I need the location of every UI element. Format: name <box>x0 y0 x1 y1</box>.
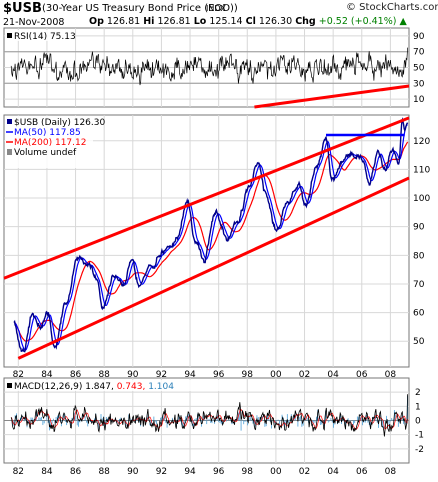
high-label: Hi <box>143 16 155 27</box>
rsi-tick-label: 30 <box>413 79 425 89</box>
close-value: 126.30 <box>258 16 293 27</box>
macd-tick-label: -1 <box>415 431 424 441</box>
x-tick-label: 82 <box>13 467 24 477</box>
x-tick-label: 82 <box>13 370 24 380</box>
macd-title: MACD(12,26,9) 1.847, 0.743, 1.104 <box>14 382 174 392</box>
macd-tick-label: 2 <box>415 388 421 398</box>
volume-legend: Volume undef <box>14 148 77 158</box>
price-tick-label: 90 <box>413 223 425 233</box>
x-tick-label: 86 <box>70 467 82 477</box>
ma200-line <box>13 141 409 342</box>
up-arrow-icon: ▲ <box>399 16 407 27</box>
macd-line <box>10 394 408 437</box>
chart-symbol: $USB <box>3 1 42 16</box>
quote-line: Op 126.81 Hi 126.81 Lo 125.14 Cl 126.30 … <box>89 16 407 27</box>
price-tick-label: 100 <box>413 194 430 204</box>
volume-legend-swatch <box>7 149 12 155</box>
low-value: 125.14 <box>209 16 243 27</box>
open-value: 126.81 <box>106 16 141 27</box>
x-tick-label: 90 <box>127 467 139 477</box>
price-title: $USB (Daily) 126.30 <box>14 118 105 128</box>
macd-value: MACD(12,26,9) 1.847, <box>14 382 117 392</box>
low-label: Lo <box>193 16 207 27</box>
x-tick-label: 08 <box>385 370 397 380</box>
chart-description: (30-Year US Treasury Bond Price (EOD)) <box>42 3 238 14</box>
price-legend-bg <box>5 116 93 168</box>
histogram-value: 1.104 <box>148 382 174 392</box>
x-tick-label: 92 <box>156 370 167 380</box>
rsi-swatch <box>7 33 12 38</box>
x-tick-label: 94 <box>184 370 196 380</box>
macd-tick-label: 0 <box>415 417 421 427</box>
x-tick-label: 96 <box>213 370 225 380</box>
price-tick-label: 50 <box>413 337 425 347</box>
x-tick-label: 98 <box>242 370 254 380</box>
x-tick-label: 02 <box>299 467 310 477</box>
macd-swatch <box>7 383 12 388</box>
ma200-legend: MA(200) 117.12 <box>14 138 86 148</box>
rsi-tick-label: 50 <box>413 64 425 74</box>
x-tick-label: 04 <box>327 467 339 477</box>
x-tick-label: 98 <box>242 467 254 477</box>
price-tick-label: 120 <box>413 137 430 147</box>
price-tick-label: 60 <box>413 309 425 319</box>
exchange-label: INDX <box>206 4 226 13</box>
x-tick-label: 84 <box>41 370 53 380</box>
x-tick-label: 08 <box>385 467 397 477</box>
lower-trendline <box>17 176 410 360</box>
x-tick-label: 96 <box>213 467 225 477</box>
rsi-tick-label: 70 <box>413 48 425 58</box>
x-tick-label: 92 <box>156 467 167 477</box>
signal-value: 0.743, <box>117 382 149 392</box>
x-tick-label: 88 <box>98 467 110 477</box>
x-tick-label: 04 <box>327 370 339 380</box>
rsi-tick-label: 10 <box>413 95 425 105</box>
macd-tick-label: 1 <box>415 402 421 412</box>
rsi-trendline <box>254 84 410 109</box>
rsi-title: RSI(14) 75.13 <box>14 32 76 42</box>
x-tick-label: 90 <box>127 370 139 380</box>
ma50-line <box>13 124 408 351</box>
x-tick-label: 06 <box>356 370 368 380</box>
rsi-line <box>10 47 408 86</box>
change-value: +0.52 (+0.41%) <box>318 16 397 27</box>
x-tick-label: 86 <box>70 370 82 380</box>
price-tick-label: 70 <box>413 280 425 290</box>
x-tick-label: 00 <box>270 370 282 380</box>
rsi-tick-label: 90 <box>413 32 425 42</box>
price-swatch <box>7 119 12 124</box>
close-label: Cl <box>245 16 256 27</box>
high-value: 126.81 <box>157 16 191 27</box>
upper-trendline <box>3 116 410 280</box>
x-tick-label: 02 <box>299 370 310 380</box>
x-tick-label: 84 <box>41 467 53 477</box>
price-tick-label: 110 <box>413 165 430 175</box>
x-tick-label: 06 <box>356 467 368 477</box>
quote-date: 21-Nov-2008 <box>3 17 65 28</box>
price-line <box>13 117 409 353</box>
rsi-label-bg <box>5 30 75 41</box>
macd-tick-label: -2 <box>415 445 424 455</box>
x-tick-label: 88 <box>98 370 110 380</box>
open-label: Op <box>89 16 104 27</box>
x-tick-label: 94 <box>184 467 196 477</box>
x-tick-label: 00 <box>270 467 282 477</box>
macd-label-bg <box>5 380 221 391</box>
change-label: Chg <box>295 16 316 27</box>
ma50-legend: MA(50) 117.85 <box>14 128 81 138</box>
stockcharts-watermark: © StockCharts.com <box>346 2 438 13</box>
price-tick-label: 80 <box>413 251 425 261</box>
